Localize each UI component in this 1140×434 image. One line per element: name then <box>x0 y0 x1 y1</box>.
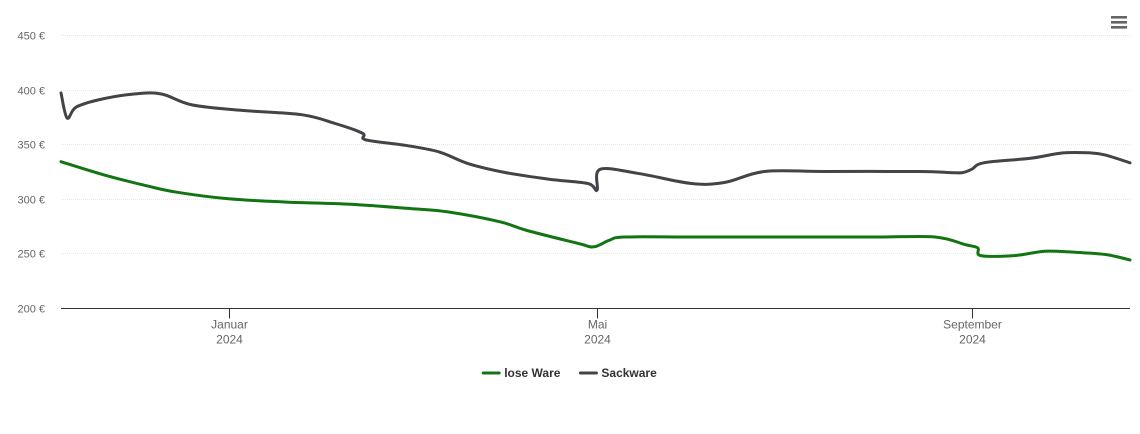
series-line-lose-ware <box>59 160 1132 262</box>
y-tick-label: 350 € <box>17 140 45 152</box>
legend: lose Ware Sackware <box>481 366 657 380</box>
hamburger-menu-icon <box>1111 16 1127 29</box>
series-line-sackware <box>59 91 1132 193</box>
chart-menu-button[interactable] <box>1108 14 1130 30</box>
legend-item-lose-ware[interactable]: lose Ware <box>481 366 561 380</box>
x-tick-label-year: 2024 <box>216 333 243 347</box>
x-tick-label-month: Mai <box>588 318 607 332</box>
legend-label: lose Ware <box>504 366 561 380</box>
x-tick-label-month: Januar <box>211 318 248 332</box>
x-tick-label-year: 2024 <box>584 333 611 347</box>
y-tick-label: 450 € <box>17 31 45 43</box>
x-tick-label-month: September <box>943 318 1002 332</box>
y-tick-label: 250 € <box>17 249 45 261</box>
x-tick-label-year: 2024 <box>959 333 986 347</box>
y-axis: 200 € 250 € 300 € 350 € 400 € 450 € <box>17 31 45 316</box>
legend-label: Sackware <box>601 366 657 380</box>
legend-item-sackware[interactable]: Sackware <box>578 366 657 380</box>
y-tick-label: 400 € <box>17 86 45 98</box>
series-lines <box>59 91 1132 262</box>
y-tick-label: 300 € <box>17 195 45 207</box>
grid-lines <box>61 35 1130 254</box>
y-tick-label: 200 € <box>17 304 45 316</box>
